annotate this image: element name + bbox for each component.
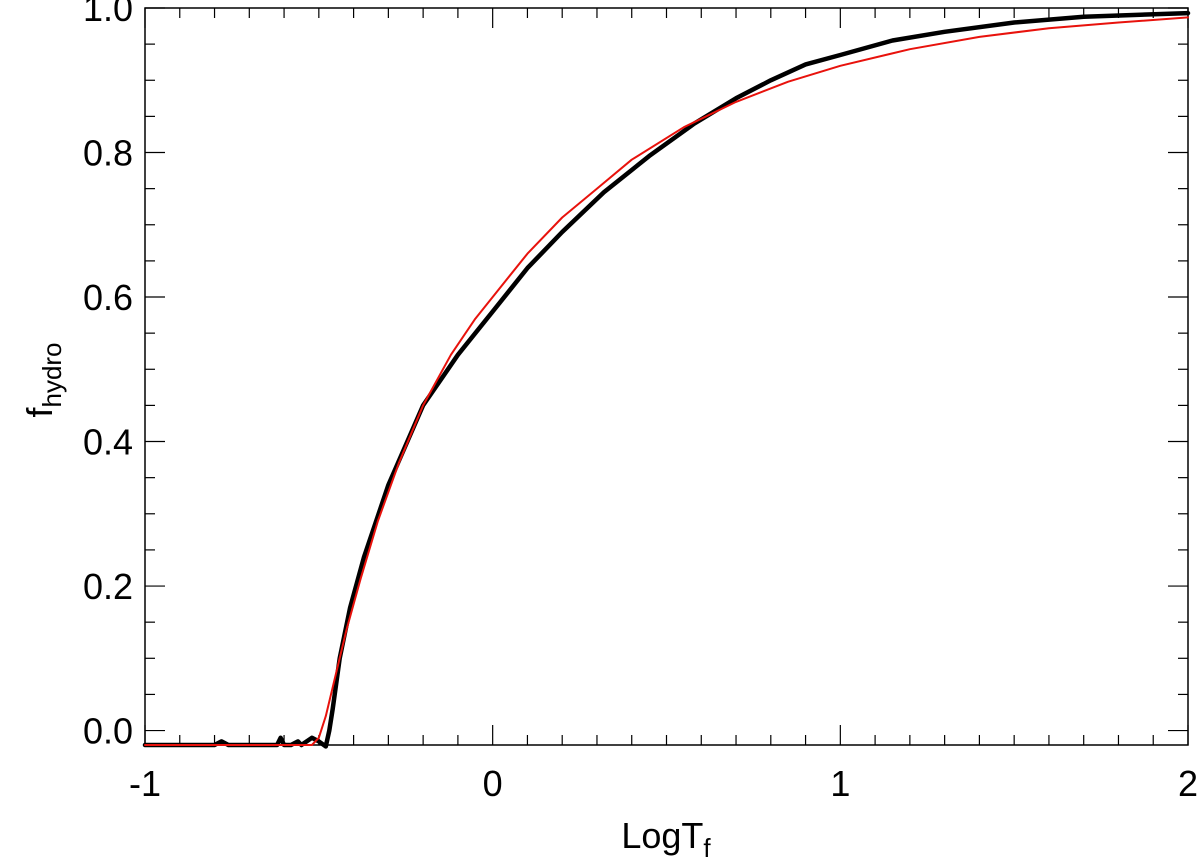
- x-tick-label: -1: [129, 763, 161, 804]
- x-tick-label: 1: [830, 763, 850, 804]
- y-tick-label: 1.0: [83, 0, 133, 29]
- x-axis-label-main: LogT: [621, 815, 703, 856]
- series-layer: [142, 10, 1191, 749]
- tick-labels: -1 0 1 2 0.0 0.2 0.4 0.6 0.8 1.0: [83, 0, 1198, 804]
- y-axis-label: fhydro: [19, 342, 67, 417]
- x-axis-label-subscript: f: [703, 833, 711, 858]
- y-tick-label: 0.4: [83, 422, 133, 463]
- y-axis-label-main: f: [19, 407, 60, 418]
- y-tick-label: 0.2: [83, 566, 133, 607]
- series-line-red: [144, 16, 1189, 746]
- plot-frame: [144, 7, 1189, 746]
- axis-ticks: [144, 7, 1189, 745]
- y-tick-label: 0.8: [83, 133, 133, 174]
- x-tick-label: 2: [1178, 763, 1198, 804]
- x-axis-label: LogTf: [621, 815, 711, 858]
- y-tick-label: 0.6: [83, 277, 133, 318]
- y-axis-label-subscript: hydro: [37, 342, 67, 407]
- y-tick-label: 0.0: [83, 711, 133, 752]
- x-tick-label: 0: [483, 763, 503, 804]
- series-line-black: [142, 10, 1191, 749]
